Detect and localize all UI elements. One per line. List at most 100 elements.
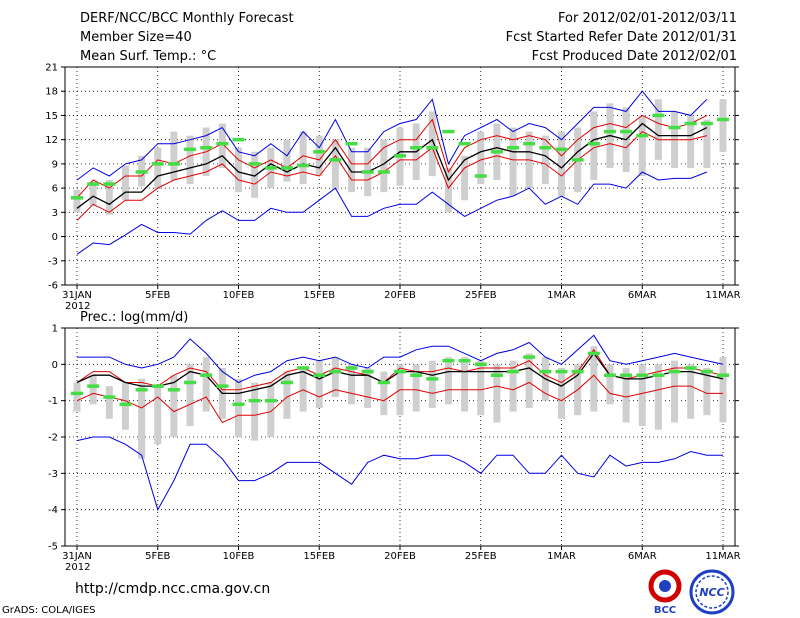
x-tick-label: 11MAR <box>705 290 740 301</box>
spread-box <box>89 181 97 206</box>
bcc-logo-ring <box>648 569 682 603</box>
x-tick-label: 10FEB <box>223 551 255 562</box>
spread-box <box>558 367 565 419</box>
spread-box <box>590 111 598 181</box>
spread-box <box>493 364 501 423</box>
y-tick-label: 0 <box>52 360 58 371</box>
spread-box <box>331 139 339 190</box>
spread-box <box>251 151 259 198</box>
y-tick-label: 3 <box>52 208 58 219</box>
ncc-logo-text: NCC <box>699 586 724 599</box>
spread-box <box>331 357 339 398</box>
spread-box <box>73 189 81 213</box>
spread-box <box>477 131 485 185</box>
forecast-period: For 2012/02/01-2012/03/11 <box>558 11 737 26</box>
y-tick-label: 15 <box>45 111 58 122</box>
x-tick-label: 25FEB <box>465 551 497 562</box>
spread-box <box>380 139 388 193</box>
spread-box <box>121 165 129 201</box>
spread-box <box>461 155 469 201</box>
y-tick-label: 6 <box>52 184 58 195</box>
spread-box <box>606 364 614 405</box>
series-line-lower-envelope <box>76 171 708 255</box>
x-tick-label: 31JAN <box>62 290 92 301</box>
spread-box <box>283 371 291 419</box>
produced-date: Fcst Produced Date 2012/02/01 <box>531 49 737 64</box>
spread-box <box>202 357 210 412</box>
spread-box <box>461 357 469 412</box>
x-tick-label: 31JAN <box>62 551 92 562</box>
spread-box <box>719 357 727 423</box>
spread-box <box>412 364 420 412</box>
y-tick-label: 12 <box>45 135 58 146</box>
spread-box <box>235 378 242 437</box>
y-tick-label: 18 <box>45 87 58 98</box>
spread-box <box>218 123 226 168</box>
y-tick-label: -4 <box>48 505 58 516</box>
spread-box <box>541 135 549 185</box>
spread-box <box>719 99 727 152</box>
spread-box <box>638 115 646 176</box>
y-tick-label: 0 <box>52 232 58 243</box>
spread-box <box>509 360 517 412</box>
y-tick-label: -1 <box>48 396 58 407</box>
spread-box <box>105 180 113 215</box>
spread-box <box>703 119 711 168</box>
spread-box <box>283 139 291 182</box>
spread-box <box>509 127 517 197</box>
spread-box <box>380 371 388 416</box>
spread-box <box>170 375 178 437</box>
x-tick-label: 15FEB <box>303 290 335 301</box>
x-tick-year-label: 2012 <box>65 301 90 312</box>
spread-box <box>251 382 259 441</box>
spread-box <box>121 382 129 430</box>
y-tick-label: 21 <box>45 63 58 74</box>
x-tick-label: 5FEB <box>145 551 170 562</box>
spread-box <box>186 135 194 185</box>
x-tick-label: 6MAR <box>628 290 657 301</box>
spread-box <box>73 382 81 412</box>
spread-box <box>267 382 275 437</box>
spread-box <box>154 147 162 189</box>
x-tick-label: 10FEB <box>223 290 255 301</box>
series-line-ensemble-mean <box>76 122 708 209</box>
x-tick-label: 20FEB <box>384 551 416 562</box>
spread-box <box>299 131 307 185</box>
ncc-logo: NCC <box>689 569 735 615</box>
spread-box <box>444 167 452 213</box>
source-url[interactable]: http://cmdp.ncc.cma.gov.cn <box>75 581 271 597</box>
started-refer-date: Fcst Started Refer Date 2012/01/31 <box>505 30 737 45</box>
spread-box <box>138 378 146 459</box>
y-tick-label: -6 <box>48 281 58 292</box>
spread-box <box>558 131 565 197</box>
x-tick-label: 15FEB <box>303 551 335 562</box>
x-tick-label: 11MAR <box>705 551 740 562</box>
spread-box <box>477 360 485 416</box>
spread-box <box>364 367 372 408</box>
y-tick-label: 1 <box>52 324 58 335</box>
spread-box <box>654 99 662 160</box>
precip-title: Prec.: log(mm/d) <box>80 310 189 325</box>
spread-box <box>671 360 679 423</box>
x-tick-year-label: 2012 <box>65 562 90 573</box>
spread-box <box>638 364 646 427</box>
spread-box <box>654 364 662 430</box>
chart-title: DERF/NCC/BCC Monthly Forecast <box>80 11 294 26</box>
spread-box <box>315 135 323 176</box>
ncc-logo-inner-ring <box>695 575 729 609</box>
spread-box <box>235 147 242 193</box>
series-line-upper-envelope <box>76 90 708 181</box>
spread-box <box>622 367 630 423</box>
y-tick-label: 9 <box>52 159 58 170</box>
spread-box <box>186 364 194 427</box>
x-tick-label: 1MAR <box>547 290 576 301</box>
x-tick-label: 1MAR <box>547 551 576 562</box>
spread-box <box>170 131 178 181</box>
y-tick-label: -2 <box>48 433 58 444</box>
series-line-spread-lower <box>76 130 708 221</box>
bcc-logo: BCC <box>648 569 682 616</box>
spread-box <box>428 111 436 176</box>
